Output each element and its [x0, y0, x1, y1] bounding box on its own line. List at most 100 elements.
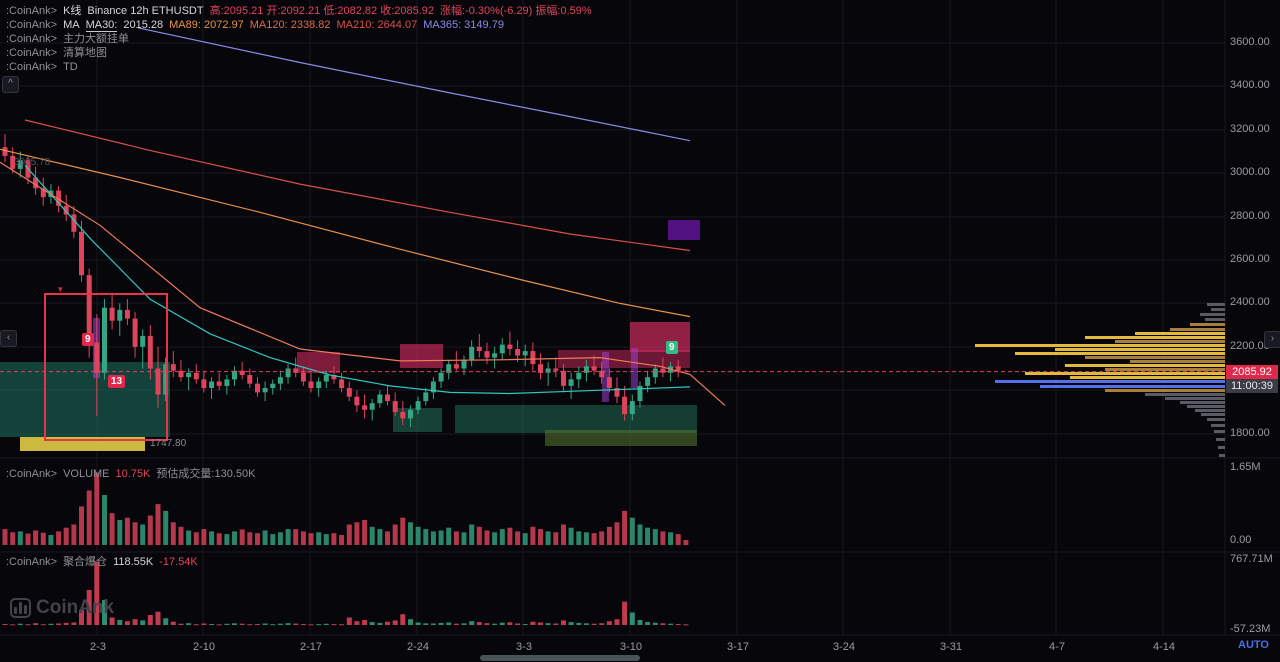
volume-bar	[385, 531, 390, 545]
volume-bar	[408, 522, 413, 545]
candle-body	[645, 377, 651, 386]
volume-bar	[492, 532, 498, 545]
volume-axis-label: 0.00	[1230, 534, 1252, 546]
liquidation-bar	[446, 622, 452, 625]
price-axis-label[interactable]: 2200.00	[1230, 340, 1270, 352]
volume-profile-bar	[975, 344, 1225, 347]
price-axis-label[interactable]: 1800.00	[1230, 427, 1270, 439]
volume-bar	[79, 506, 84, 545]
legend-td[interactable]: :CoinAnk> TD	[6, 60, 598, 74]
volume-bar	[163, 510, 169, 545]
volume-bar	[583, 532, 589, 545]
liquidation-bar	[415, 622, 421, 625]
candle-body	[499, 344, 505, 354]
price-axis-label[interactable]: 3000.00	[1230, 166, 1270, 178]
ma89-value: MA89: 2072.97	[169, 19, 244, 31]
volume-profile-bar	[1055, 348, 1225, 351]
date-axis-label[interactable]: 2-17	[299, 641, 323, 653]
liquidation-bar	[331, 624, 337, 626]
price-axis-label[interactable]: 3400.00	[1230, 79, 1270, 91]
date-axis-label[interactable]: 3-31	[939, 641, 963, 653]
volume-bar	[423, 529, 429, 545]
liquidation-bar	[583, 623, 589, 625]
liquidation-bar	[377, 622, 383, 625]
liquidation-bar	[277, 623, 283, 625]
user-drawn-rectangle[interactable]	[44, 293, 168, 441]
date-axis-label[interactable]: 4-7	[1049, 641, 1065, 653]
auto-scale-button[interactable]: AUTO	[1238, 639, 1269, 651]
legend-aggregated-liquidation[interactable]: :CoinAnk> 聚合爆仓 118.55K -17.54K	[6, 553, 204, 569]
liquidation-bar	[392, 620, 398, 625]
volume-bar	[117, 520, 123, 545]
liquidation-bar	[652, 622, 658, 625]
volume-bar	[209, 531, 215, 545]
candle-body	[124, 309, 130, 319]
date-axis-label[interactable]: 2-24	[406, 641, 430, 653]
coinank-prefix: :CoinAnk>	[6, 556, 58, 568]
legend-liquidation-map[interactable]: :CoinAnk> 清算地图	[6, 46, 598, 60]
candle-body	[186, 372, 192, 378]
volume-axis-label: 1.65M	[1230, 461, 1261, 473]
liquidation-bar	[683, 624, 689, 626]
left-panel-toggle[interactable]: ‹	[0, 330, 17, 347]
price-axis-label[interactable]: 2800.00	[1230, 210, 1270, 222]
candle-body	[660, 368, 666, 373]
liquidation-bar	[40, 624, 46, 626]
volume-bar	[568, 527, 574, 545]
liquidation-bar	[591, 623, 597, 625]
legend-ma[interactable]: :CoinAnk> MA MA30: 2015.28 MA89: 2072.97 MA12…	[6, 18, 598, 32]
ma-line-ma210	[24, 119, 691, 252]
liquidation-bar	[163, 618, 169, 625]
indicator-name-ma: MA	[63, 19, 80, 31]
volume-bar	[637, 524, 643, 545]
candle-body	[385, 394, 390, 401]
date-axis-label[interactable]: 2-3	[90, 641, 106, 653]
date-axis-label[interactable]: 4-14	[1152, 641, 1176, 653]
date-axis-label[interactable]: 3-10	[619, 641, 643, 653]
coinank-prefix: :CoinAnk>	[6, 33, 58, 45]
date-axis-label[interactable]: 3-3	[516, 641, 532, 653]
ma30-value: 2015.28	[123, 19, 164, 31]
price-axis-label[interactable]: 3200.00	[1230, 123, 1270, 135]
date-axis-label[interactable]: 2-10	[192, 641, 216, 653]
liquidation-bar	[362, 620, 368, 625]
legend-whale-orders[interactable]: :CoinAnk> 主力大额挂单	[6, 32, 598, 46]
candle-body	[285, 368, 291, 378]
whale-orders-label: 主力大额挂单	[63, 33, 130, 45]
liquidation-bar	[71, 622, 77, 625]
collapse-legend-button[interactable]: ^	[2, 76, 19, 93]
volume-bar	[400, 517, 406, 545]
legend-volume[interactable]: :CoinAnk> VOLUME 10.75K 预估成交量:130.50K	[6, 465, 261, 481]
candle-body	[339, 379, 345, 389]
coinank-watermark-text: CoinAnk	[36, 597, 115, 618]
volume-bar	[538, 529, 543, 545]
liquidation-bar	[216, 624, 222, 626]
volume-bar	[591, 533, 597, 545]
liquidation-bar	[545, 623, 551, 625]
date-axis-label[interactable]: 3-24	[832, 641, 856, 653]
right-panel-toggle[interactable]: ›	[1264, 331, 1280, 348]
liquidation-bar	[576, 622, 582, 625]
liquidation-bar	[262, 623, 268, 625]
price-axis-label[interactable]: 2600.00	[1230, 253, 1270, 265]
volume-bar	[71, 524, 77, 545]
candle-body	[102, 307, 107, 373]
legend-kline[interactable]: :CoinAnk> K线 Binance 12h ETHUSDT 高:2095.21 …	[6, 4, 598, 18]
candle-body	[316, 381, 322, 388]
candle-body	[415, 401, 421, 410]
candle-body	[40, 188, 46, 198]
volume-profile-bar	[1216, 438, 1225, 441]
liquidation-bar	[17, 623, 23, 625]
scrollbar-thumb[interactable]	[480, 655, 640, 661]
liquidation-bar	[94, 561, 100, 625]
volume-bar	[522, 533, 528, 545]
ma30-label: MA30:	[85, 19, 118, 32]
price-axis-label[interactable]: 2400.00	[1230, 296, 1270, 308]
price-axis-label[interactable]: 3600.00	[1230, 36, 1270, 48]
candle-body	[568, 379, 574, 386]
volume-bar	[308, 533, 314, 545]
date-axis-label[interactable]: 3-17	[726, 641, 750, 653]
volume-bar	[17, 531, 23, 545]
